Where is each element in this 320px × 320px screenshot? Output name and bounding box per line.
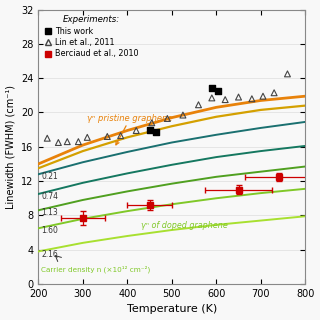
Text: 0.21: 0.21	[42, 172, 58, 181]
Point	[76, 139, 81, 144]
Point	[196, 102, 201, 107]
Point	[215, 88, 220, 93]
Point	[85, 135, 90, 140]
Y-axis label: Linewidth (FWHM) (cm⁻¹): Linewidth (FWHM) (cm⁻¹)	[5, 85, 16, 209]
Point	[45, 136, 50, 141]
Point	[65, 139, 70, 144]
Text: 1.13: 1.13	[42, 208, 58, 217]
Point	[154, 130, 159, 135]
X-axis label: Temperature (K): Temperature (K)	[127, 304, 217, 315]
Point	[149, 120, 154, 125]
Point	[180, 113, 186, 118]
Text: Carrier density n (×10¹² cm⁻²): Carrier density n (×10¹² cm⁻²)	[42, 265, 151, 273]
Point	[285, 71, 290, 76]
Text: 1.60: 1.60	[42, 226, 58, 235]
Text: γⁿ pristine graphene: γⁿ pristine graphene	[87, 114, 173, 145]
Text: γⁿ of doped graphene: γⁿ of doped graphene	[141, 221, 228, 230]
Point	[147, 127, 152, 132]
Point	[236, 94, 241, 100]
Point	[165, 116, 170, 121]
Text: 0.74: 0.74	[42, 192, 59, 201]
Point	[249, 96, 254, 101]
Text: 2.16: 2.16	[42, 250, 58, 259]
Point	[223, 97, 228, 102]
Point	[134, 128, 139, 133]
Point	[118, 133, 123, 138]
Point	[209, 95, 214, 100]
Legend: This work, Lin et al., 2011, Berciaud et al., 2010: This work, Lin et al., 2011, Berciaud et…	[42, 13, 140, 60]
Point	[272, 90, 277, 95]
Point	[56, 140, 61, 145]
Point	[209, 86, 214, 91]
Point	[260, 94, 266, 99]
Point	[105, 134, 110, 139]
